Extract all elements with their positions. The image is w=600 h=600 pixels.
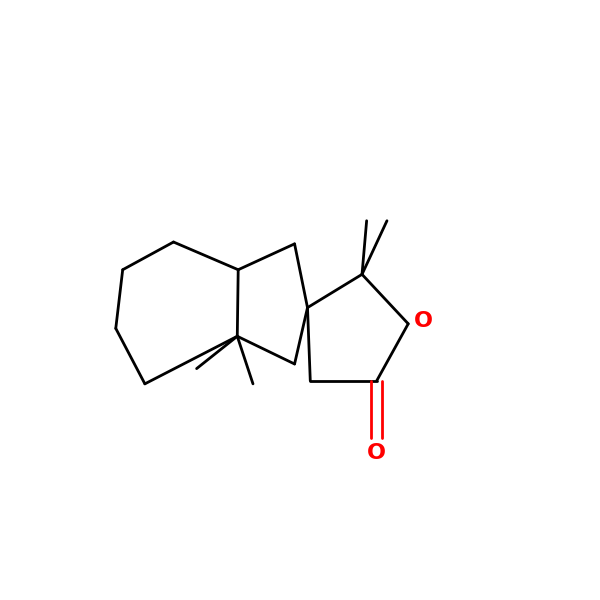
Text: O: O (367, 443, 386, 463)
Text: O: O (413, 311, 433, 331)
